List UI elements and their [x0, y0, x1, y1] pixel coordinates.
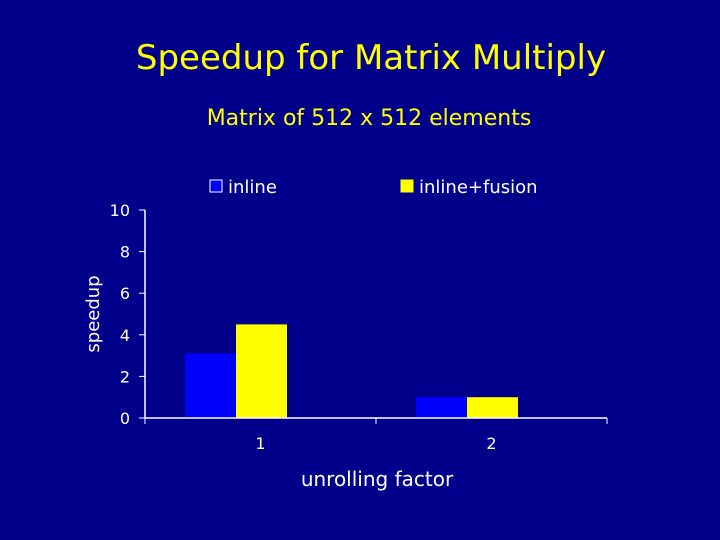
legend-label-fusion: inline+fusion — [419, 177, 538, 198]
y-tick-label-5: 10 — [110, 201, 130, 220]
bar-inline-fusion-2 — [467, 397, 518, 418]
y-tick-label-1: 2 — [120, 367, 130, 386]
legend-swatch-inline — [209, 179, 223, 193]
bar-inline-2 — [416, 397, 467, 418]
legend-swatch-fusion — [400, 179, 414, 193]
x-axis-label: unrolling factor — [301, 467, 454, 491]
y-tick-label-0: 0 — [120, 409, 130, 428]
legend-label-inline: inline — [228, 177, 277, 198]
bar-inline-1 — [185, 353, 236, 418]
x-tick-label-1: 1 — [255, 434, 265, 453]
bar-inline-fusion-1 — [236, 324, 287, 418]
y-axis-label: speedup — [83, 275, 104, 352]
legend: inline inline+fusion — [209, 177, 538, 198]
y-tick-label-3: 6 — [120, 284, 130, 303]
slide-title: Speedup for Matrix Multiply — [135, 38, 607, 78]
y-tick-label-2: 4 — [120, 326, 130, 345]
y-tick-label-4: 8 — [120, 243, 130, 262]
x-tick-label-2: 2 — [486, 434, 496, 453]
chart-title: Matrix of 512 x 512 elements — [207, 106, 532, 131]
